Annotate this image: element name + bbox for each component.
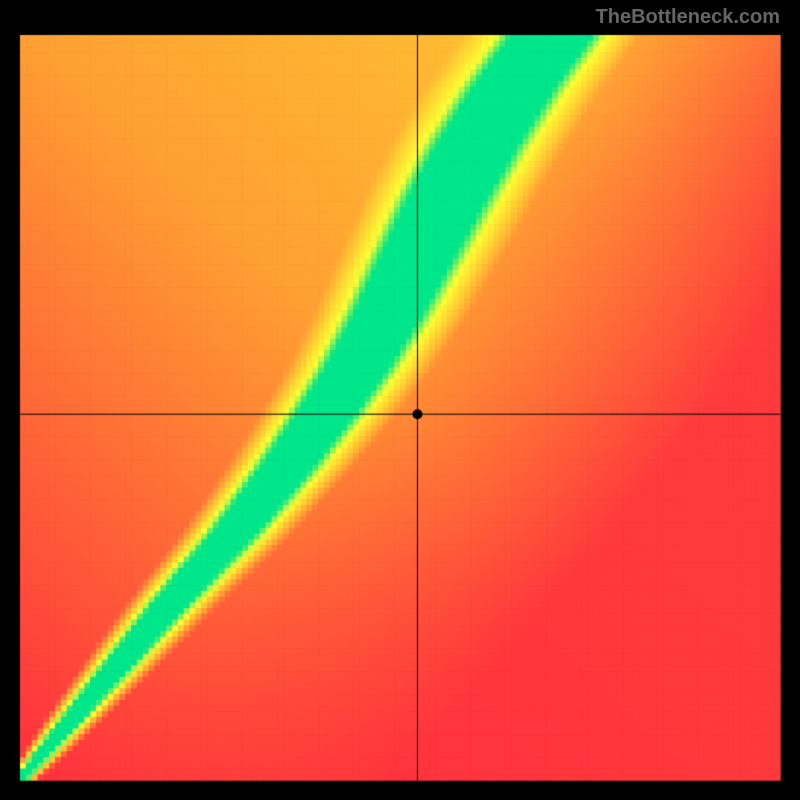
heatmap-canvas bbox=[0, 0, 800, 800]
chart-container: TheBottleneck.com bbox=[0, 0, 800, 800]
watermark-text: TheBottleneck.com bbox=[596, 6, 780, 29]
